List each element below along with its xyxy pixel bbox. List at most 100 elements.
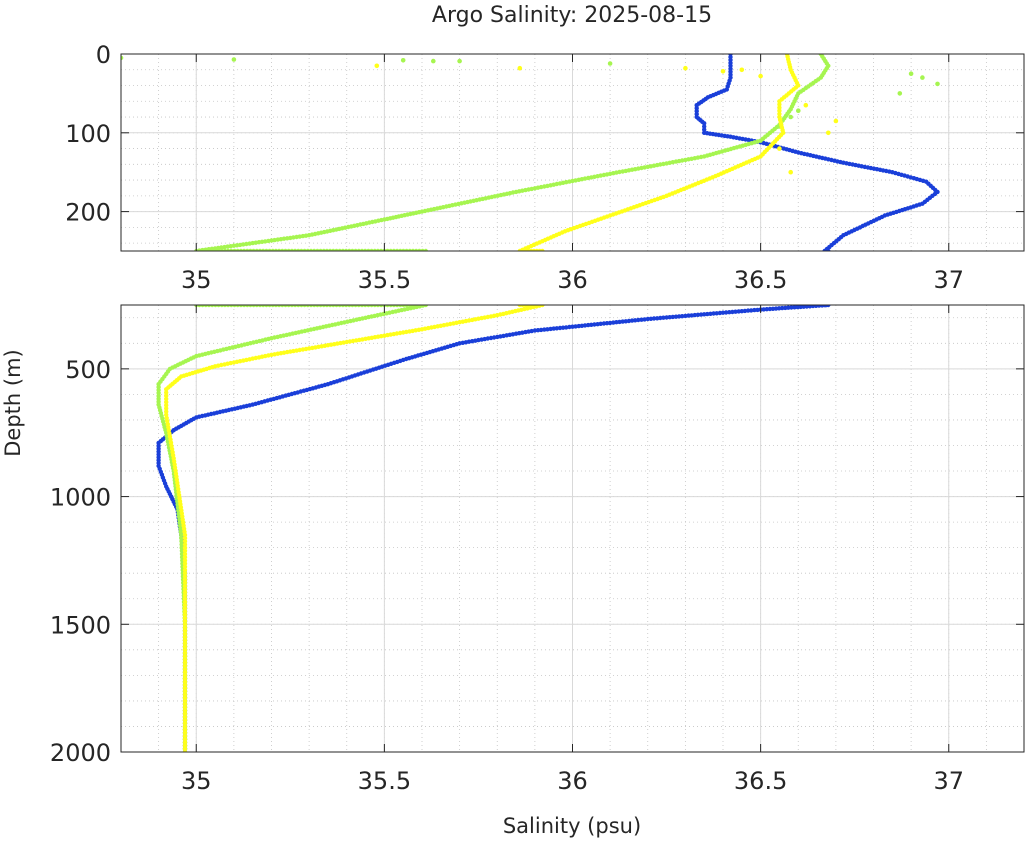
data-point-yellow: [182, 717, 188, 723]
data-point-yellow: [182, 615, 188, 621]
data-point-blue: [557, 325, 563, 331]
data-point-yellow: [164, 390, 169, 395]
data-point-blue: [683, 313, 688, 319]
data-point-blue: [702, 121, 707, 126]
data-point-yellow: [788, 169, 793, 175]
data-point-yellow: [182, 638, 188, 643]
data-point-yellow: [777, 146, 782, 151]
data-point-yellow: [182, 561, 188, 566]
data-point-blue: [801, 305, 806, 309]
data-point-yellow: [777, 102, 782, 107]
data-point-blue: [595, 322, 600, 327]
data-point-yellow: [182, 542, 188, 547]
data-point-blue: [692, 312, 697, 318]
data-point-yellow: [182, 571, 188, 576]
data-point-yellow: [182, 580, 188, 585]
panels-layer: 35 35.5 36 36.5 37 0 100 200 35 35.5 36 36.5 37 500 10…: [50, 41, 1025, 795]
data-point-green: [935, 81, 940, 87]
data-point-yellow: [182, 730, 188, 735]
data-point-green: [920, 75, 925, 80]
data-point-yellow: [164, 399, 169, 405]
data-point-yellow: [182, 701, 188, 707]
data-point-green: [179, 535, 184, 541]
data-point-yellow: [182, 682, 188, 688]
x-tick-label: 37: [933, 266, 964, 294]
data-point-yellow: [182, 641, 188, 646]
x-tick-label: 35.5: [358, 767, 411, 795]
data-point-yellow: [182, 679, 188, 684]
data-point-yellow: [182, 660, 188, 665]
data-point-yellow: [182, 685, 188, 691]
data-point-blue: [655, 316, 660, 321]
data-point-green: [231, 57, 237, 62]
data-point-blue: [708, 311, 713, 316]
data-point-yellow: [182, 724, 188, 729]
data-layer: [121, 54, 940, 251]
data-point-yellow: [182, 631, 188, 637]
data-point-yellow: [182, 596, 188, 601]
data-point-green: [247, 241, 252, 246]
data-point-yellow: [182, 567, 188, 573]
data-point-yellow: [182, 663, 188, 668]
data-point-yellow: [182, 606, 188, 611]
data-point-yellow: [182, 558, 188, 563]
data-point-yellow: [182, 612, 188, 617]
data-point-yellow: [182, 628, 188, 633]
data-point-green: [294, 234, 299, 240]
x-tick-label: 36: [557, 767, 588, 795]
data-point-yellow: [182, 647, 188, 652]
data-point-yellow: [182, 740, 188, 745]
data-point-yellow: [182, 666, 188, 672]
data-point-yellow: [182, 676, 188, 681]
data-point-green: [400, 58, 406, 63]
data-point-yellow: [720, 69, 726, 74]
x-tick-label: 36.5: [734, 767, 787, 795]
data-point-yellow: [182, 590, 188, 595]
data-point-yellow: [182, 548, 188, 553]
data-point-yellow: [182, 599, 188, 605]
data-point-yellow: [182, 545, 188, 550]
data-point-green: [179, 539, 184, 544]
data-point-blue: [736, 309, 741, 314]
y-tick-label: 1000: [50, 484, 111, 512]
data-point-yellow: [164, 387, 169, 392]
data-point-yellow: [182, 564, 188, 569]
data-point-green: [179, 532, 184, 538]
data-point-green: [457, 58, 462, 64]
data-point-yellow: [182, 654, 188, 659]
data-point-green: [897, 91, 903, 96]
panel-upper: 35 35.5 36 36.5 37 0 100 200: [65, 41, 1025, 294]
data-point-yellow: [182, 670, 188, 675]
data-point-yellow: [182, 721, 188, 726]
data-point-blue: [702, 127, 707, 132]
data-point-yellow: [833, 118, 839, 124]
data-point-yellow: [182, 587, 188, 592]
data-point-blue: [717, 310, 723, 316]
data-point-yellow: [182, 574, 188, 579]
data-point-yellow: [182, 644, 188, 649]
data-point-yellow: [182, 551, 188, 557]
y-tick-label: 2000: [50, 739, 111, 767]
data-point-blue: [664, 315, 669, 320]
data-point-yellow: [182, 577, 188, 582]
x-tick-label: 37: [933, 767, 964, 795]
data-point-yellow: [182, 743, 188, 748]
y-tick-label: 500: [65, 356, 111, 384]
data-point-blue: [601, 321, 607, 326]
data-point-blue: [727, 310, 732, 315]
chart-title: Argo Salinity: 2025-08-15: [432, 3, 712, 28]
data-point-yellow: [777, 111, 782, 117]
data-point-yellow: [517, 65, 523, 71]
data-point-yellow: [803, 102, 809, 108]
data-point-green: [222, 244, 227, 250]
data-point-yellow: [777, 105, 782, 110]
data-point-green: [423, 248, 428, 251]
data-point-yellow: [182, 609, 188, 614]
data-layer: [156, 305, 831, 752]
data-point-yellow: [826, 130, 831, 136]
data-point-blue: [586, 322, 591, 328]
data-point-yellow: [182, 622, 188, 627]
data-point-yellow: [182, 583, 188, 589]
y-tick-label: 1500: [50, 611, 111, 639]
y-axis-label: Depth (m): [1, 349, 25, 456]
